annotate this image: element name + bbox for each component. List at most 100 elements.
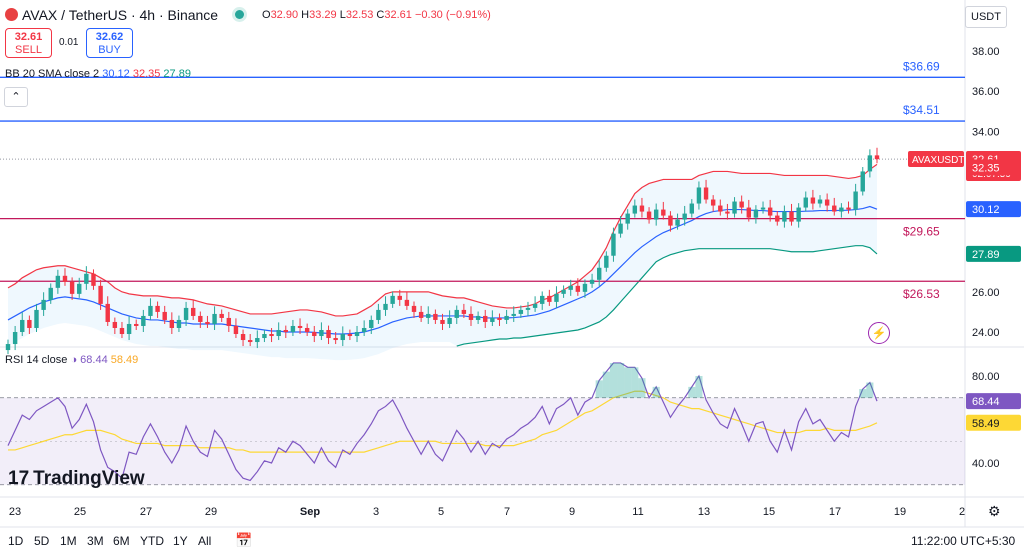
candle-body <box>361 327 367 332</box>
bb-basis-tag-bg <box>966 201 1021 218</box>
buy-button[interactable]: 32.62 BUY <box>86 28 133 58</box>
candle-body <box>433 313 438 320</box>
candle-body <box>369 319 374 328</box>
candle-body <box>141 315 146 326</box>
candle-body <box>105 303 110 322</box>
timeframe-3m[interactable]: 3M <box>87 534 104 548</box>
candle-body <box>803 197 808 208</box>
candle-body <box>532 303 538 308</box>
candle-body <box>126 323 132 335</box>
price-tick-label: 24.00 <box>972 327 1000 339</box>
currency-button[interactable]: USDT <box>965 6 1007 28</box>
candle-body <box>860 171 865 192</box>
timeframe-6m[interactable]: 6M <box>113 534 130 548</box>
candle-body <box>283 329 289 332</box>
candle-body <box>112 321 118 328</box>
candle-body <box>817 199 823 204</box>
symbol-title[interactable]: AVAX / TetherUS · 4h · Binance <box>22 7 219 23</box>
candle-body <box>20 319 25 332</box>
candle-body <box>461 309 467 314</box>
candle-body <box>48 287 53 300</box>
rsi-ma-line <box>8 390 878 453</box>
candle-body <box>810 197 816 204</box>
candle-body <box>504 315 509 320</box>
bb-lower-tag-bg <box>966 245 1021 262</box>
bb-upper-tag: 32.35 <box>972 162 1000 174</box>
rsi-tick-label: 80.00 <box>972 371 1000 383</box>
level-label-0: $36.69 <box>903 59 940 73</box>
candle-body <box>625 213 630 224</box>
candle-body <box>732 201 737 214</box>
candle-body <box>618 223 623 234</box>
time-tick-label: 23 <box>9 506 21 518</box>
candle-body <box>162 311 167 320</box>
flash-icon[interactable]: ⚡ <box>868 322 890 344</box>
candle-body <box>682 213 687 220</box>
candle-body <box>639 205 645 212</box>
candle-body <box>290 325 296 332</box>
candle-body <box>219 313 224 318</box>
candle-body <box>447 317 452 324</box>
candle-body <box>233 325 239 335</box>
candle-body <box>226 317 232 326</box>
candle-body <box>760 207 766 210</box>
candle-body <box>867 155 873 172</box>
candle-body <box>725 211 730 214</box>
level-label-1: $34.51 <box>903 103 940 117</box>
collapse-legend-button[interactable]: ⌃ <box>4 87 28 107</box>
timeframe-5d[interactable]: 5D <box>34 534 50 548</box>
rsi-legend[interactable]: RSI 14 close ◑ 68.44 58.49 <box>5 354 139 366</box>
candle-body <box>468 313 474 320</box>
candle-body <box>475 315 481 320</box>
candle-body <box>497 317 502 320</box>
candle-body <box>710 199 716 206</box>
bb-legend[interactable]: BB 20 SMA close 2 30.12 32.35 27.89 <box>5 68 191 80</box>
settings-icon[interactable]: ⚙ <box>988 503 1001 519</box>
candle-body <box>739 201 744 208</box>
timeframe-1d[interactable]: 1D <box>8 534 24 548</box>
level-label-3: $26.53 <box>903 287 940 301</box>
candle-body <box>582 283 588 292</box>
time-tick-label: 5 <box>438 506 444 518</box>
bb-basis-tag: 30.12 <box>972 204 1000 216</box>
candle-body <box>789 211 794 222</box>
candle-body <box>675 219 680 226</box>
candle-body <box>247 340 253 343</box>
timeframe-1y[interactable]: 1Y <box>173 534 188 548</box>
candle-body <box>775 215 780 222</box>
timeframe-ytd[interactable]: YTD <box>140 534 164 548</box>
candle-body <box>77 283 82 294</box>
timeframe-1m[interactable]: 1M <box>60 534 77 548</box>
candle-body <box>540 295 545 304</box>
candle-body <box>525 307 531 310</box>
candle-body <box>304 327 310 332</box>
candle-body <box>12 332 18 345</box>
candle-body <box>554 293 559 302</box>
clock-timezone[interactable]: 11:22:00 UTC+5:30 <box>911 534 1016 548</box>
time-tick-label: 13 <box>698 506 710 518</box>
candle-body <box>454 309 459 318</box>
bb-upper-tag-bg <box>966 159 1021 176</box>
calendar-range-icon[interactable]: 📅 <box>235 532 253 548</box>
candle-body <box>148 305 153 316</box>
spread-value: 0.01 <box>59 37 79 48</box>
candle-body <box>390 295 395 304</box>
timeframe-all[interactable]: All <box>198 534 212 548</box>
time-tick-label: 3 <box>373 506 379 518</box>
candle-body <box>426 313 431 318</box>
candle-body <box>340 334 345 341</box>
candle-body <box>418 311 424 318</box>
candle-body <box>134 323 139 326</box>
candle-body <box>91 273 96 286</box>
candle-body <box>518 309 524 314</box>
time-tick-label: 29 <box>205 506 217 518</box>
candle-body <box>397 295 402 300</box>
market-status-icon <box>235 10 244 19</box>
candle-body <box>874 155 880 160</box>
sell-button[interactable]: 32.61 SELL <box>5 28 52 58</box>
time-tick-label: 17 <box>829 506 841 518</box>
price-tick-label: 38.00 <box>972 46 1000 58</box>
candle-body <box>34 309 39 328</box>
